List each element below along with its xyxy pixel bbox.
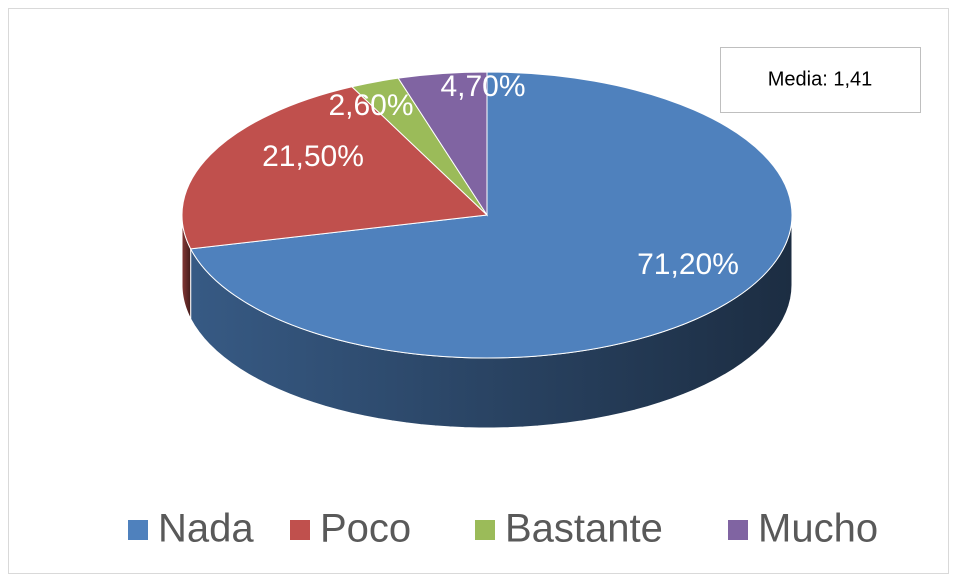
data-label: 2,60% xyxy=(328,89,413,122)
legend-label: Poco xyxy=(320,507,411,551)
annotation-box xyxy=(720,47,921,113)
slice xyxy=(189,71,793,359)
legend-marker xyxy=(728,520,748,540)
legend-marker xyxy=(475,520,495,540)
legend-label: Mucho xyxy=(758,507,878,551)
legend-label: Nada xyxy=(158,507,254,551)
data-label: 21,50% xyxy=(262,140,364,173)
data-label: 4,70% xyxy=(440,70,525,103)
annotation: Media: 1,41 xyxy=(768,68,873,90)
slice xyxy=(397,71,488,217)
data-label: 71,20% xyxy=(637,248,739,281)
legend-label: Bastante xyxy=(505,507,663,551)
legend-marker xyxy=(290,520,310,540)
slice xyxy=(181,86,489,250)
legend-marker xyxy=(128,520,148,540)
